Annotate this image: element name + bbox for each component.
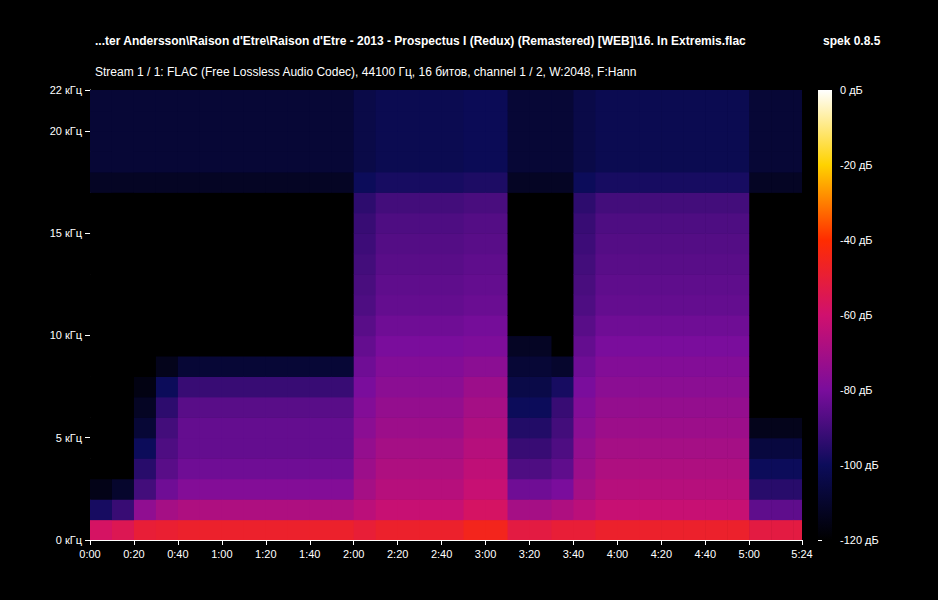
svg-text:3:00: 3:00	[475, 548, 496, 560]
svg-text:-40 дБ: -40 дБ	[840, 234, 873, 246]
svg-text:0 кГц: 0 кГц	[56, 534, 83, 546]
svg-text:-120 дБ: -120 дБ	[840, 534, 879, 546]
svg-text:15 кГц: 15 кГц	[50, 227, 83, 239]
svg-text:0 дБ: 0 дБ	[840, 84, 863, 96]
svg-text:-100 дБ: -100 дБ	[840, 459, 879, 471]
svg-text:Stream 1 / 1: FLAC (Free Lossl: Stream 1 / 1: FLAC (Free Lossless Audio …	[95, 65, 636, 79]
svg-text:0:20: 0:20	[123, 548, 144, 560]
svg-text:10 кГц: 10 кГц	[50, 329, 83, 341]
svg-text:4:20: 4:20	[651, 548, 672, 560]
svg-text:2:00: 2:00	[343, 548, 364, 560]
svg-text:1:40: 1:40	[299, 548, 320, 560]
svg-text:0:00: 0:00	[79, 548, 100, 560]
svg-text:22 кГц: 22 кГц	[50, 84, 83, 96]
svg-text:...ter Andersson\Raison d'Etre: ...ter Andersson\Raison d'Etre\Raison d'…	[95, 34, 746, 48]
svg-text:-60 дБ: -60 дБ	[840, 309, 873, 321]
svg-text:2:40: 2:40	[431, 548, 452, 560]
svg-text:20 кГц: 20 кГц	[50, 125, 83, 137]
svg-text:3:40: 3:40	[563, 548, 584, 560]
svg-text:0:40: 0:40	[167, 548, 188, 560]
svg-text:-80 дБ: -80 дБ	[840, 384, 873, 396]
svg-text:3:20: 3:20	[519, 548, 540, 560]
svg-text:2:20: 2:20	[387, 548, 408, 560]
svg-text:1:20: 1:20	[255, 548, 276, 560]
svg-text:5:24: 5:24	[791, 548, 812, 560]
svg-text:5:00: 5:00	[739, 548, 760, 560]
svg-text:4:40: 4:40	[695, 548, 716, 560]
svg-text:-20 дБ: -20 дБ	[840, 159, 873, 171]
svg-text:4:00: 4:00	[607, 548, 628, 560]
svg-text:1:00: 1:00	[211, 548, 232, 560]
svg-text:5 кГц: 5 кГц	[56, 432, 83, 444]
svg-text:spek 0.8.5: spek 0.8.5	[823, 34, 881, 48]
